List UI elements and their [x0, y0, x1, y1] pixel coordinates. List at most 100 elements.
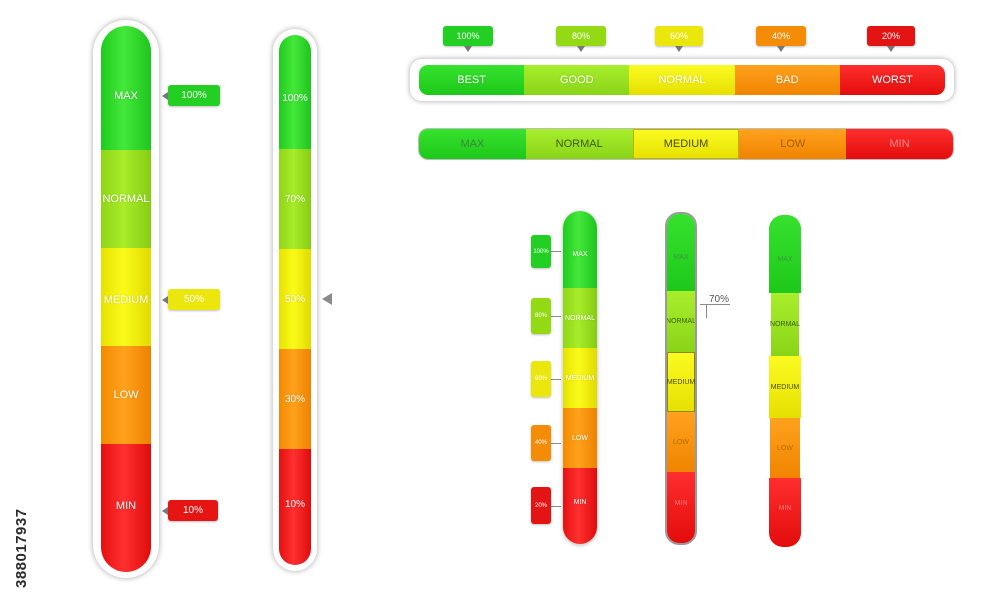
small-bar-1-segment-low: LOW [563, 408, 597, 468]
level-bar-1-tag-10: 10% [162, 500, 218, 521]
pointer-left-icon [162, 295, 168, 304]
pointer-down-icon [577, 46, 585, 52]
horizontal-segment-normal: NORMAL [525, 129, 633, 159]
rating-tag-40: 40% [756, 26, 806, 52]
level-pointer-icon [322, 293, 332, 305]
segment-label: MAX [572, 251, 588, 258]
level-bar-2-segment-30: 30% [279, 349, 311, 449]
tag-label: 80% [571, 31, 590, 41]
segment-label: MEDIUM [565, 374, 595, 382]
level-bar-horizontal: MAX NORMAL MEDIUM LOW MIN [419, 129, 953, 159]
rating-tag-60: 60% [655, 26, 703, 52]
segment-label: LOW [780, 138, 806, 150]
small-bar-3-segment-low: LOW [770, 418, 800, 478]
small-bar-2-segment-normal: NORMAL [667, 291, 695, 352]
segment-label: MIN [674, 500, 688, 507]
level-bar-2-segment-50: 50% [279, 249, 311, 349]
segment-label: NORMAL [555, 138, 603, 150]
callout-line-vertical [706, 304, 707, 318]
tag-label: 50% [183, 294, 204, 305]
tag-label: 80% [534, 313, 547, 319]
segment-label: 50% [284, 293, 305, 305]
segment-label: MIN [889, 138, 910, 150]
connector-line [551, 506, 561, 507]
segment-label: MEDIUM [103, 294, 149, 306]
tag-label: 100% [181, 90, 207, 101]
horizontal-segment-medium: MEDIUM [632, 129, 740, 159]
horizontal-segment-low: LOW [739, 129, 847, 159]
segment-label: MEDIUM [666, 378, 696, 386]
segment-label: MIN [778, 505, 792, 512]
pointer-down-icon [777, 46, 785, 52]
level-bar-1-tag-50: 50% [162, 289, 220, 310]
rating-segment-worst: WORST [839, 65, 945, 95]
stock-image-id: 388017937 [13, 508, 30, 588]
segment-label: LOW [777, 444, 793, 452]
tag-label: 60% [669, 31, 688, 41]
tag-label: 10% [182, 505, 203, 516]
rating-segment-good: GOOD [524, 65, 630, 95]
tag-label: 20% [534, 502, 547, 509]
level-bar-1-segment-max: MAX [101, 26, 151, 150]
small-bar-1-tag-20: 20% [531, 487, 551, 524]
segment-label: GOOD [559, 74, 594, 86]
segment-label: 30% [284, 393, 305, 405]
tag-label: 60% [534, 376, 547, 382]
tag-label: 40% [771, 31, 790, 41]
pointer-down-icon [675, 46, 683, 52]
horizontal-segment-min: MIN [846, 129, 953, 159]
rating-bar: BEST GOOD NORMAL BAD WORST [419, 65, 945, 95]
segment-label: MAX [777, 255, 793, 263]
small-bar-1-tag-100: 100% [531, 235, 551, 268]
small-bar-3-segment-medium: MEDIUM [769, 356, 801, 418]
tag-label: 100% [456, 31, 480, 41]
segment-label: 100% [282, 92, 308, 104]
segment-label: MIN [573, 498, 587, 506]
tag-label: 40% [534, 440, 547, 446]
segment-label: MAX [673, 254, 689, 261]
level-bar-1-segment-medium: MEDIUM [101, 248, 151, 346]
small-bar-3-segment-min: MIN [769, 478, 801, 547]
segment-label: LOW [572, 434, 588, 442]
small-bar-2-callout: 70% [709, 294, 730, 305]
small-bar-1-tag-40: 40% [531, 425, 551, 461]
segment-label: MAX [114, 90, 138, 102]
segment-label: WORST [871, 74, 913, 86]
level-bar-1: MAX NORMAL MEDIUM LOW MIN [101, 26, 151, 572]
connector-line [551, 379, 561, 380]
small-bar-1-segment-medium: MEDIUM [563, 348, 597, 408]
small-bar-2-segment-low: LOW [667, 412, 695, 472]
segment-label: NORMAL [565, 314, 595, 322]
level-bar-2-segment-100: 100% [279, 35, 311, 149]
small-bar-3-segment-max: MAX [769, 215, 801, 293]
small-bar-1-segment-normal: NORMAL [563, 288, 597, 348]
small-level-bar-3: MAX NORMAL MEDIUM LOW MIN [769, 215, 801, 547]
segment-label: 70% [284, 193, 305, 205]
connector-line [551, 316, 561, 317]
rating-segment-bad: BAD [734, 65, 840, 95]
rating-segment-normal: NORMAL [629, 65, 735, 95]
rating-tag-20: 20% [867, 26, 915, 52]
callout-line-horizontal [700, 304, 730, 305]
segment-label: 10% [284, 498, 305, 510]
pointer-left-icon [162, 91, 168, 100]
small-bar-2-segment-medium: MEDIUM [667, 352, 695, 412]
pointer-left-icon [162, 506, 168, 515]
connector-line [551, 251, 561, 252]
segment-label: MEDIUM [663, 138, 709, 150]
segment-label: MAX [460, 138, 485, 150]
segment-label: LOW [673, 438, 689, 446]
horizontal-segment-max: MAX [419, 129, 526, 159]
small-bar-1-tag-80: 80% [531, 298, 551, 334]
segment-label: MIN [115, 500, 137, 512]
segment-label: BAD [775, 74, 799, 86]
small-level-bar-1: MAX NORMAL MEDIUM LOW MIN [563, 211, 597, 544]
segment-label: NORMAL [666, 318, 696, 325]
segment-label: NORMAL [658, 74, 706, 86]
small-bar-1-tag-60: 60% [531, 361, 551, 397]
pointer-down-icon [887, 46, 895, 52]
pointer-down-icon [464, 46, 472, 52]
small-bar-2-segment-max: MAX [667, 214, 695, 291]
small-bar-3-segment-normal: NORMAL [770, 293, 800, 356]
rating-tag-100: 100% [443, 26, 493, 52]
